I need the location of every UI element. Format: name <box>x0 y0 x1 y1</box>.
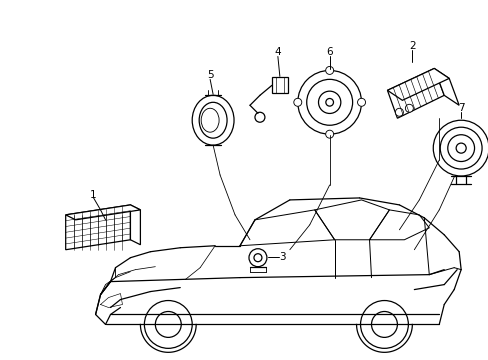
Text: 7: 7 <box>457 103 464 113</box>
Ellipse shape <box>192 95 234 145</box>
Circle shape <box>306 79 352 125</box>
Text: 5: 5 <box>206 71 213 80</box>
Circle shape <box>325 130 333 138</box>
Text: 6: 6 <box>325 48 332 58</box>
Ellipse shape <box>201 108 219 132</box>
Polygon shape <box>65 205 130 250</box>
Circle shape <box>253 254 262 262</box>
Circle shape <box>325 99 333 106</box>
Polygon shape <box>65 205 140 220</box>
Text: 1: 1 <box>90 190 97 200</box>
Polygon shape <box>386 68 448 100</box>
Circle shape <box>360 301 407 348</box>
Circle shape <box>439 127 481 169</box>
Circle shape <box>155 311 181 337</box>
Circle shape <box>318 91 340 113</box>
Circle shape <box>395 108 403 116</box>
Circle shape <box>357 98 365 106</box>
Circle shape <box>371 311 397 337</box>
Circle shape <box>248 249 266 267</box>
Polygon shape <box>433 68 458 105</box>
Circle shape <box>325 67 333 75</box>
Circle shape <box>455 143 465 153</box>
Circle shape <box>254 112 264 122</box>
Ellipse shape <box>199 102 226 138</box>
Text: 4: 4 <box>274 48 281 58</box>
Circle shape <box>447 135 473 162</box>
Polygon shape <box>386 68 443 118</box>
Text: 2: 2 <box>408 41 415 50</box>
Circle shape <box>293 98 301 106</box>
Polygon shape <box>130 205 140 245</box>
Circle shape <box>144 301 192 348</box>
Circle shape <box>297 71 361 134</box>
Circle shape <box>432 120 488 176</box>
Bar <box>271 77 287 93</box>
Text: 3: 3 <box>279 252 285 262</box>
Circle shape <box>405 104 412 112</box>
